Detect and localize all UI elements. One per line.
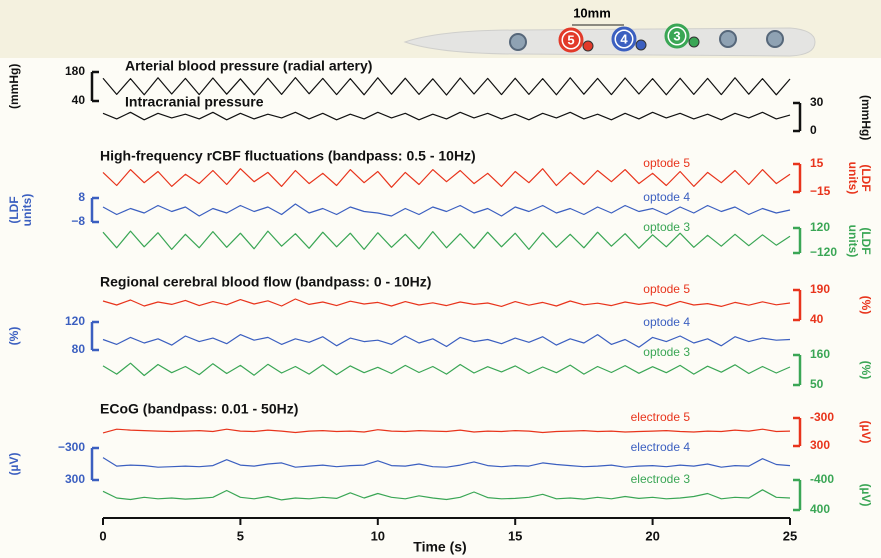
series-name: electrode 5 (631, 410, 691, 424)
series-name: optode 5 (643, 156, 690, 170)
unit-label: (LDF units) (7, 193, 34, 227)
electrode-site (719, 30, 737, 48)
scale-label: 30 (810, 95, 824, 109)
series-name: optode 4 (643, 315, 690, 329)
electrode-site (509, 33, 527, 51)
scale-label: 400 (810, 502, 830, 516)
scale-label: 50 (810, 377, 824, 391)
x-tick-label: 5 (237, 528, 244, 543)
series-name: electrode 4 (631, 440, 691, 454)
x-tick-label: 15 (508, 528, 522, 543)
scale-label: −300 (58, 440, 85, 454)
x-tick-label: 10 (371, 528, 385, 543)
trace (102, 457, 791, 468)
electrode-label: 4 (620, 31, 628, 46)
electrode-label: 5 (567, 32, 574, 47)
unit-label: (µV) (7, 452, 21, 476)
scale-label: -300 (810, 410, 834, 424)
trace (102, 111, 791, 121)
trace (102, 362, 791, 377)
series-name: Intracranial pressure (125, 94, 264, 110)
scale-label: 160 (810, 347, 830, 361)
electrode-label: 3 (673, 28, 680, 43)
unit-label: (LDF units) (846, 224, 873, 257)
scale-label: 120 (65, 314, 85, 328)
electrode-dot (582, 40, 594, 52)
scale-label: 190 (810, 282, 830, 296)
scale-label: 10mm (573, 5, 611, 20)
series-name: Arterial blood pressure (radial artery) (125, 58, 372, 74)
scale-label: 180 (65, 64, 85, 78)
scale-label: 40 (72, 93, 86, 107)
scale-label: 15 (810, 156, 824, 170)
series-name: optode 3 (643, 220, 690, 234)
trace (102, 489, 791, 501)
series-name: optode 5 (643, 282, 690, 296)
scale-label: -400 (810, 472, 834, 486)
panel-title: ECoG (bandpass: 0.01 - 50Hz) (100, 401, 298, 417)
panel-title: High-frequency rCBF fluctuations (bandpa… (100, 148, 476, 164)
series-name: optode 3 (643, 345, 690, 359)
scale-label: 0 (810, 123, 817, 137)
scale-label: −8 (71, 214, 85, 228)
scale-label: 40 (810, 312, 824, 326)
series-name: optode 4 (643, 190, 690, 204)
unit-label: (%) (7, 326, 21, 346)
trace (102, 428, 791, 434)
electrode-dot (688, 36, 700, 48)
trace (102, 298, 791, 307)
x-tick-label: 0 (99, 528, 106, 543)
trace (102, 168, 791, 188)
unit-label: (mmHg) (859, 95, 873, 141)
unit-label: (mmHg) (7, 63, 21, 109)
panel-title: Regional cerebral blood flow (bandpass: … (100, 274, 431, 290)
unit-label: (µV) (859, 420, 873, 444)
scale-label: −120 (810, 245, 837, 259)
trace (102, 230, 791, 250)
x-axis-title: Time (s) (413, 539, 466, 555)
unit-label: (LDF units) (846, 161, 873, 195)
probe (403, 27, 816, 57)
trace (102, 77, 791, 96)
electrode-badge (563, 32, 579, 48)
electrode-badge (669, 28, 685, 44)
trace (102, 203, 791, 217)
electrode-site (766, 30, 784, 48)
unit-label: (µV) (859, 483, 873, 507)
unit-label: (%) (859, 360, 873, 380)
scale-label: 8 (78, 190, 85, 204)
electrode-badge (616, 31, 632, 47)
trace (102, 334, 791, 348)
scale-label: 300 (65, 472, 85, 486)
unit-label: (%) (859, 295, 873, 315)
series-name: electrode 3 (631, 472, 691, 486)
electrode-dot (635, 39, 647, 51)
scale-label: 300 (810, 438, 830, 452)
scale-label: 120 (810, 220, 830, 234)
scale-label: 80 (72, 342, 86, 356)
x-tick-label: 20 (645, 528, 659, 543)
x-tick-label: 25 (783, 528, 797, 543)
scale-label: −15 (810, 184, 831, 198)
